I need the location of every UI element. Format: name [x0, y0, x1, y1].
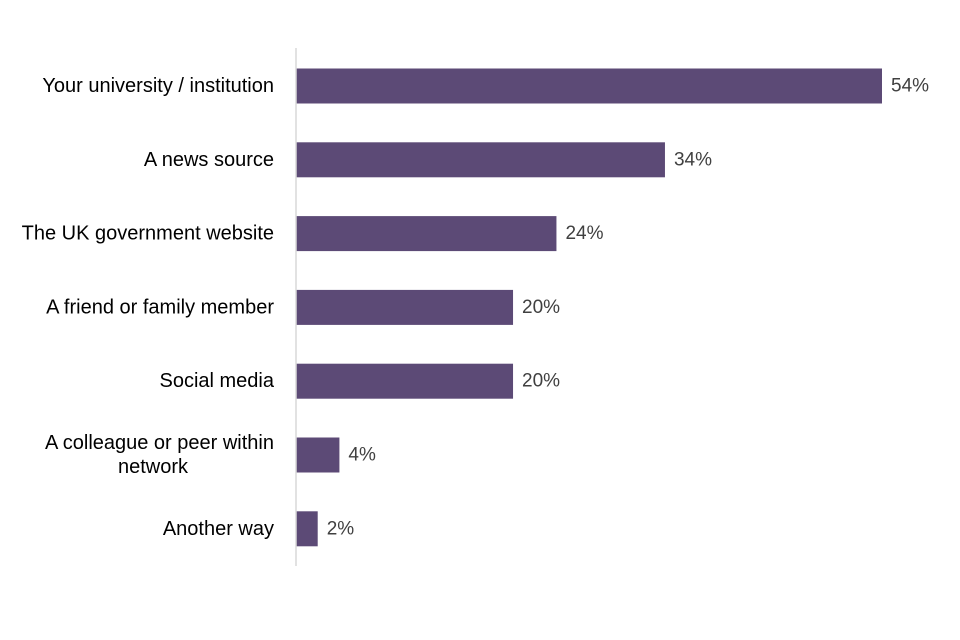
- category-label-5-line-1: network: [118, 456, 189, 478]
- value-label-2: 24%: [565, 223, 603, 244]
- value-label-4: 20%: [522, 371, 560, 392]
- category-label-4: Social media: [159, 370, 274, 392]
- bar-5: [296, 437, 340, 473]
- value-labels-group: 54% 34% 24% 20% 20% 4% 2%: [327, 76, 929, 540]
- bar-2: [296, 216, 557, 252]
- value-label-5: 4%: [348, 445, 376, 466]
- category-label-6: Another way: [163, 518, 274, 540]
- bar-3: [296, 289, 514, 325]
- bar-4: [296, 363, 514, 399]
- value-label-0: 54%: [891, 76, 929, 97]
- bar-1: [296, 142, 665, 178]
- category-label-3: A friend or family member: [46, 296, 274, 318]
- category-labels-group: Your university / institution A news sour…: [22, 75, 275, 540]
- bar-6: [296, 511, 318, 547]
- category-label-5-line-0: A colleague or peer within: [45, 432, 274, 454]
- bars-group: [296, 68, 882, 547]
- category-label-1: A news source: [144, 149, 274, 171]
- category-label-2: The UK government website: [22, 223, 274, 245]
- value-label-1: 34%: [674, 149, 712, 170]
- bar-0: [296, 68, 882, 104]
- category-label-0: Your university / institution: [42, 75, 274, 97]
- value-label-6: 2%: [327, 518, 355, 539]
- value-label-3: 20%: [522, 297, 560, 318]
